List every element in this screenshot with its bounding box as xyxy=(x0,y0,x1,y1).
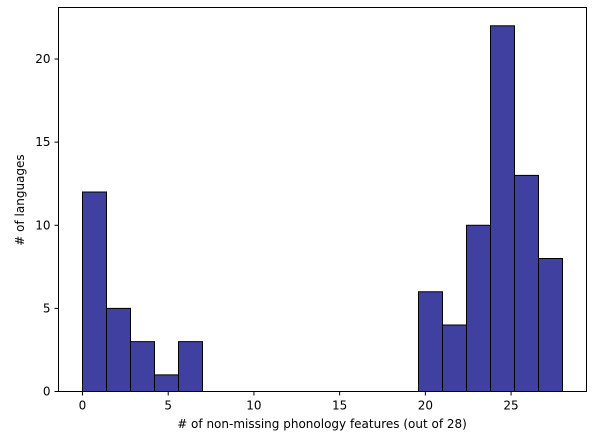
y-tick-label-2: 10 xyxy=(35,218,50,232)
bars-group xyxy=(82,25,563,393)
histogram-bar-0 xyxy=(82,191,107,392)
histogram-bar-6 xyxy=(442,324,467,393)
histogram-bar-2 xyxy=(130,341,155,393)
histogram-bar-7 xyxy=(466,224,491,392)
histogram-bar-4 xyxy=(178,341,203,393)
y-tick-label-1: 5 xyxy=(43,301,51,315)
y-axis: 0 5 10 15 20 xyxy=(35,52,59,399)
y-tick-label-4: 20 xyxy=(35,52,50,66)
histogram-bar-3 xyxy=(154,374,179,392)
histogram-bar-5 xyxy=(418,291,443,392)
x-tick-label-0: 0 xyxy=(79,399,87,413)
histogram-bar-8 xyxy=(490,25,515,393)
x-tick-label-5: 25 xyxy=(503,399,518,413)
histogram-bar-10 xyxy=(538,258,563,393)
histogram-bar-1 xyxy=(106,307,131,392)
plot-frame xyxy=(58,7,587,392)
histogram-bar-9 xyxy=(514,174,539,392)
y-axis-label: # of languages xyxy=(13,154,27,245)
y-tick-label-0: 0 xyxy=(43,385,51,399)
x-axis-label: # of non-missing phonology features (out… xyxy=(177,417,467,431)
x-tick-label-2: 10 xyxy=(246,399,261,413)
x-tick-label-4: 20 xyxy=(418,399,433,413)
x-tick-label-1: 5 xyxy=(164,399,172,413)
x-tick-label-3: 15 xyxy=(332,399,347,413)
y-tick-label-3: 15 xyxy=(35,135,50,149)
x-axis: 0 5 10 15 20 25 xyxy=(79,391,519,413)
